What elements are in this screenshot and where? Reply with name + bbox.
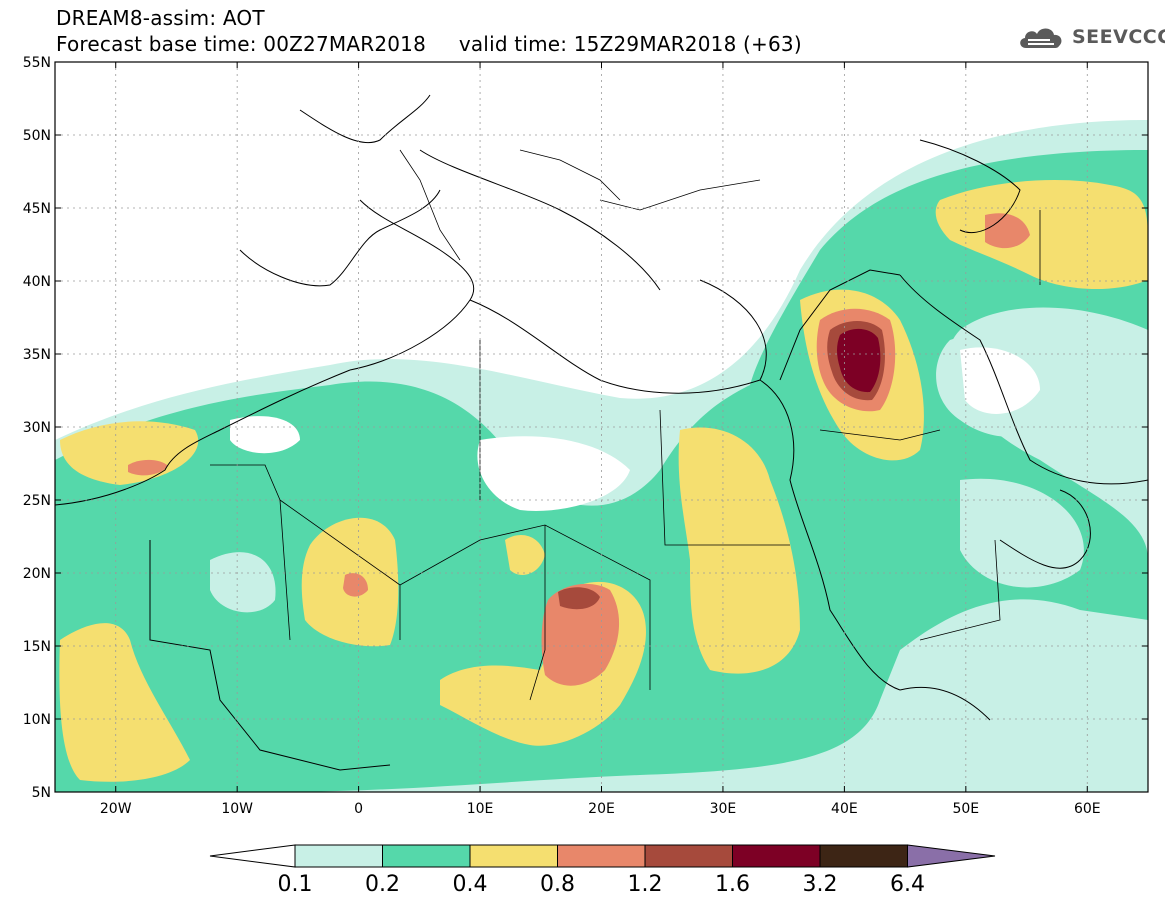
lon-label: 50E xyxy=(952,801,979,817)
colorbar-swatch xyxy=(557,844,646,868)
colorbar-swatch xyxy=(819,844,908,868)
lon-label: 20W xyxy=(100,801,132,817)
cloud-icon xyxy=(1020,28,1062,48)
forecast-time-line: Forecast base time: 00Z27MAR2018 valid t… xyxy=(56,32,802,56)
map-title: DREAM8-assim: AOT xyxy=(56,6,265,30)
lat-label: 5N xyxy=(32,785,51,801)
lat-label: 30N xyxy=(23,420,51,436)
colorbar-labels: 0.1 0.2 0.4 0.8 1.2 1.6 3.2 6.4 xyxy=(278,872,926,897)
colorbar-label: 3.2 xyxy=(803,872,838,897)
colorbar-label: 1.2 xyxy=(628,872,663,897)
colorbar-swatch xyxy=(644,844,733,868)
lon-label: 20E xyxy=(588,801,615,817)
colorbar-swatch xyxy=(294,844,383,868)
colorbar-label: 0.8 xyxy=(540,872,575,897)
aot-field xyxy=(55,62,1148,792)
map-gridlines xyxy=(55,62,1148,792)
lon-label: 10E xyxy=(467,801,494,817)
lon-label: 60E xyxy=(1074,801,1101,817)
lon-label: 10W xyxy=(221,801,253,817)
lon-label: 0 xyxy=(354,801,363,817)
colorbar-label: 0.1 xyxy=(278,872,313,897)
lat-label: 20N xyxy=(23,566,51,582)
lat-label: 25N xyxy=(23,493,51,509)
colorbar-max-arrow xyxy=(907,844,996,868)
colorbar-swatch xyxy=(732,844,821,868)
lat-label: 15N xyxy=(23,639,51,655)
latitude-labels: 55N 50N 45N 40N 35N 30N 25N 20N 15N 10N 5N xyxy=(23,55,51,801)
colorbar-label: 6.4 xyxy=(890,872,925,897)
lat-label: 50N xyxy=(23,128,51,144)
colorbar-swatch xyxy=(382,844,471,868)
colorbar-label: 0.4 xyxy=(453,872,488,897)
longitude-labels: 20W 10W 0 10E 20E 30E 40E 50E 60E xyxy=(100,801,1101,817)
lat-label: 35N xyxy=(23,347,51,363)
colorbar-label: 0.2 xyxy=(365,872,400,897)
lon-label: 40E xyxy=(831,801,858,817)
lon-label: 30E xyxy=(710,801,737,817)
seevccc-logo: SEEVCCC xyxy=(1016,22,1165,52)
axis-ticks xyxy=(55,61,1148,793)
aot-colorbar xyxy=(209,844,996,868)
colorbar-swatch xyxy=(469,844,558,868)
colorbar-min-arrow xyxy=(209,844,296,868)
lat-label: 45N xyxy=(23,201,51,217)
colorbar-label: 1.6 xyxy=(715,872,750,897)
lat-label: 40N xyxy=(23,274,51,290)
lat-label: 10N xyxy=(23,712,51,728)
logo-text: SEEVCCC xyxy=(1072,26,1165,48)
lat-label: 55N xyxy=(23,55,51,71)
